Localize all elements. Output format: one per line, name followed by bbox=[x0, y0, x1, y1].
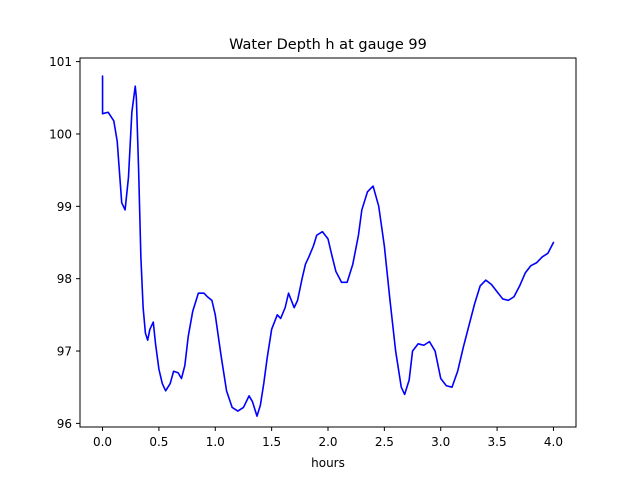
y-tick-label: 100 bbox=[49, 127, 72, 141]
plot-frame bbox=[79, 57, 577, 428]
x-tick-label: 1.0 bbox=[206, 435, 225, 449]
chart-title: Water Depth h at gauge 99 bbox=[229, 37, 427, 53]
x-axis-ticks: 0.0 0.5 1.0 1.5 2.0 2.5 3.0 3.5 4.0 bbox=[93, 427, 563, 449]
x-tick-label: 2.5 bbox=[375, 435, 394, 449]
x-tick-label: 1.5 bbox=[262, 435, 281, 449]
x-tick-label: 0.0 bbox=[93, 435, 112, 449]
y-tick-label: 101 bbox=[49, 55, 72, 69]
y-tick-label: 99 bbox=[57, 200, 72, 214]
x-tick-label: 0.5 bbox=[149, 435, 168, 449]
y-axis-ticks: 96 97 98 99 100 101 bbox=[49, 55, 80, 431]
x-axis-label: hours bbox=[311, 456, 345, 470]
depth-series-line bbox=[101, 75, 555, 417]
x-tick-label: 3.0 bbox=[431, 435, 450, 449]
y-tick-label: 98 bbox=[57, 272, 72, 286]
x-tick-label: 3.5 bbox=[488, 435, 507, 449]
x-tick-label: 4.0 bbox=[544, 435, 563, 449]
y-tick-label: 96 bbox=[57, 417, 72, 431]
x-tick-label: 2.0 bbox=[318, 435, 337, 449]
y-tick-label: 97 bbox=[57, 345, 72, 359]
